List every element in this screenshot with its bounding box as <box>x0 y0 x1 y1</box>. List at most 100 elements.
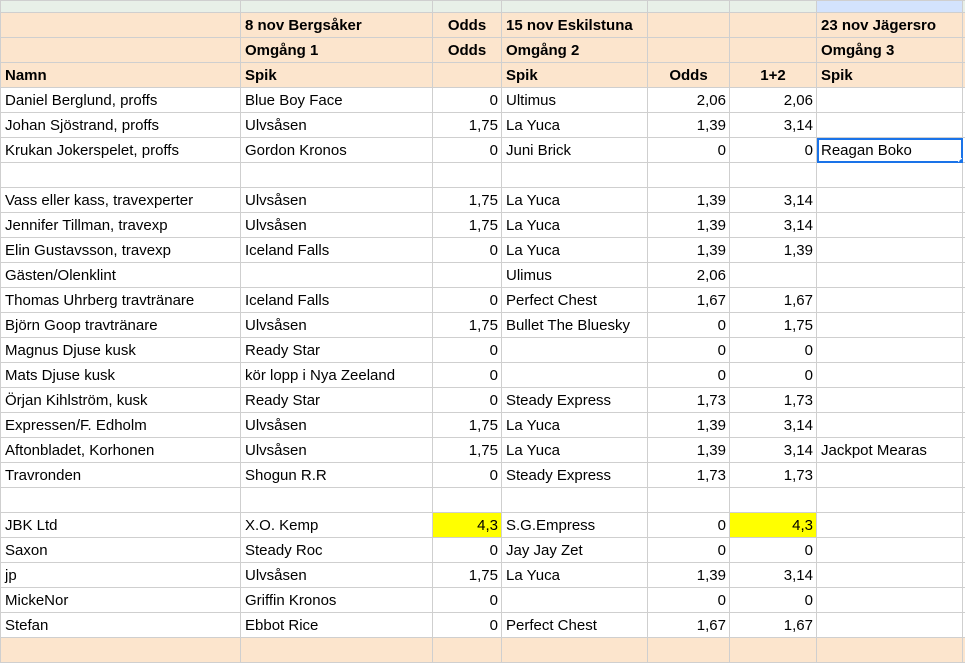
cell[interactable]: Ebbot Rice <box>240 612 433 638</box>
cell[interactable] <box>816 587 963 613</box>
cell[interactable]: Ulvsåsen <box>240 562 433 588</box>
cell[interactable] <box>816 262 963 288</box>
cell[interactable]: Ulvsåsen <box>240 212 433 238</box>
cell[interactable]: Daniel Berglund, proffs <box>0 87 241 113</box>
cell[interactable]: 0 <box>432 237 502 263</box>
cell[interactable]: 1,39 <box>647 237 730 263</box>
cell[interactable]: 1,75 <box>432 437 502 463</box>
cell[interactable]: La Yuca <box>501 437 648 463</box>
cell[interactable]: Expressen/F. Edholm <box>0 412 241 438</box>
cell[interactable] <box>647 162 730 188</box>
cell[interactable]: 2,06 <box>647 262 730 288</box>
cell[interactable] <box>816 362 963 388</box>
cell[interactable]: Elin Gustavsson, travexp <box>0 237 241 263</box>
cell[interactable]: 0 <box>432 337 502 363</box>
cell[interactable]: 0 <box>647 137 730 163</box>
cell[interactable]: 3,14 <box>729 562 817 588</box>
cell[interactable] <box>240 487 433 513</box>
cell[interactable]: Björn Goop travtränare <box>0 312 241 338</box>
cell[interactable]: Iceland Falls <box>240 237 433 263</box>
cell[interactable]: 0 <box>647 337 730 363</box>
cell[interactable]: Mats Djuse kusk <box>0 362 241 388</box>
cell[interactable] <box>0 487 241 513</box>
cell[interactable]: 0 <box>729 137 817 163</box>
header-cell[interactable]: 1+2 <box>729 62 817 88</box>
header-cell[interactable]: Namn <box>0 62 241 88</box>
cell[interactable]: 3,14 <box>729 412 817 438</box>
header-cell[interactable]: Odds <box>647 62 730 88</box>
cell[interactable]: 1,75 <box>432 412 502 438</box>
cell[interactable] <box>501 362 648 388</box>
cell[interactable]: Reagan Boko <box>816 137 963 163</box>
cell[interactable] <box>647 487 730 513</box>
cell[interactable]: Griffin Kronos <box>240 587 433 613</box>
header-cell[interactable]: Omgång 3 <box>816 37 963 63</box>
cell[interactable] <box>816 287 963 313</box>
cell[interactable]: MickeNor <box>0 587 241 613</box>
cell[interactable]: Bullet The Bluesky <box>501 312 648 338</box>
cell[interactable]: 1,39 <box>647 437 730 463</box>
cell[interactable]: 3,14 <box>729 212 817 238</box>
cell[interactable]: 1,73 <box>729 387 817 413</box>
cell[interactable]: 0 <box>647 312 730 338</box>
cell[interactable]: 1,75 <box>432 562 502 588</box>
cell[interactable] <box>816 337 963 363</box>
cell[interactable]: S.G.Empress <box>501 512 648 538</box>
cell[interactable]: 1,39 <box>647 112 730 138</box>
cell[interactable]: Ready Star <box>240 387 433 413</box>
header-cell[interactable] <box>0 12 241 38</box>
cell[interactable] <box>729 262 817 288</box>
cell[interactable]: Vass eller kass, travexperter <box>0 187 241 213</box>
cell[interactable]: 3,14 <box>729 187 817 213</box>
cell[interactable] <box>501 162 648 188</box>
cell[interactable]: 1,39 <box>647 212 730 238</box>
cell[interactable]: Johan Sjöstrand, proffs <box>0 112 241 138</box>
cell[interactable]: 1,67 <box>647 612 730 638</box>
cell[interactable] <box>501 587 648 613</box>
cell[interactable]: Jay Jay Zet <box>501 537 648 563</box>
cell[interactable]: Juni Brick <box>501 137 648 163</box>
cell[interactable] <box>816 237 963 263</box>
cell[interactable]: 1,73 <box>647 462 730 488</box>
cell[interactable] <box>816 487 963 513</box>
cell[interactable] <box>240 162 433 188</box>
cell[interactable]: 1,73 <box>647 387 730 413</box>
cell[interactable]: 2,06 <box>729 87 817 113</box>
cell[interactable]: 0 <box>432 462 502 488</box>
cell[interactable] <box>501 487 648 513</box>
cell[interactable]: 0 <box>729 537 817 563</box>
header-cell[interactable]: 23 nov Jägersro <box>816 12 963 38</box>
cell[interactable]: 1,39 <box>647 412 730 438</box>
header-cell[interactable] <box>432 62 502 88</box>
cell[interactable] <box>816 212 963 238</box>
cell[interactable] <box>816 612 963 638</box>
cell[interactable]: 1,73 <box>729 462 817 488</box>
cell[interactable]: Steady Express <box>501 387 648 413</box>
cell[interactable]: X.O. Kemp <box>240 512 433 538</box>
cell[interactable]: Ulvsåsen <box>240 437 433 463</box>
header-cell[interactable] <box>647 12 730 38</box>
cell[interactable]: Thomas Uhrberg travtränare <box>0 287 241 313</box>
cell[interactable]: La Yuca <box>501 412 648 438</box>
cell[interactable]: Perfect Chest <box>501 287 648 313</box>
cell[interactable] <box>816 412 963 438</box>
cell[interactable] <box>816 537 963 563</box>
header-cell[interactable]: Spik <box>240 62 433 88</box>
cell[interactable]: 0 <box>432 287 502 313</box>
cell[interactable] <box>816 387 963 413</box>
cell[interactable]: 0 <box>729 337 817 363</box>
cell[interactable]: 0 <box>432 87 502 113</box>
cell[interactable]: Jackpot Mearas <box>816 437 963 463</box>
cell[interactable]: La Yuca <box>501 237 648 263</box>
cell[interactable]: Gästen/Olenklint <box>0 262 241 288</box>
cell[interactable] <box>816 562 963 588</box>
cell[interactable]: 1,75 <box>432 212 502 238</box>
cell[interactable] <box>432 262 502 288</box>
cell[interactable]: 1,39 <box>647 562 730 588</box>
cell[interactable]: 3,14 <box>729 437 817 463</box>
cell[interactable]: 0 <box>729 362 817 388</box>
cell[interactable] <box>0 162 241 188</box>
cell[interactable]: 4,3 <box>432 512 502 538</box>
cell[interactable]: Stefan <box>0 612 241 638</box>
cell[interactable]: Ulimus <box>501 262 648 288</box>
